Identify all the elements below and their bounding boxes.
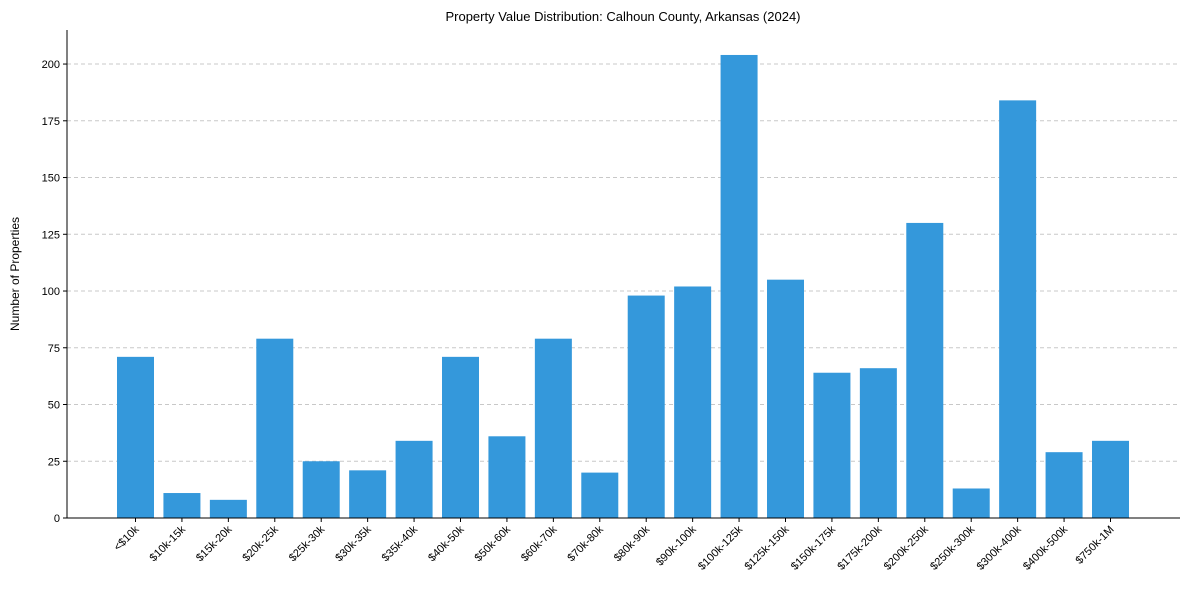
chart-title: Property Value Distribution: Calhoun Cou… — [445, 9, 800, 24]
bar-12 — [674, 286, 712, 518]
axes — [66, 30, 1180, 519]
y-tick-label: 100 — [42, 286, 60, 298]
gridlines — [67, 63, 1180, 462]
bar-17 — [906, 222, 944, 518]
bar-10 — [581, 472, 619, 518]
y-tick-label: 50 — [48, 400, 60, 412]
bar-6 — [395, 440, 433, 518]
bar-11 — [627, 295, 665, 518]
x-tick-label: $175k-200k — [835, 523, 884, 572]
y-ticks: 0 25 50 75 100 125 150 175 200 — [42, 59, 67, 525]
x-tick-label: $10k-15k — [148, 523, 189, 564]
y-tick-label: 175 — [42, 116, 60, 128]
bar-18 — [952, 488, 990, 518]
x-tick-label: $400k-500k — [1021, 523, 1070, 572]
bar-14 — [767, 279, 804, 518]
y-tick-label: 75 — [48, 343, 60, 355]
bars — [117, 54, 1129, 519]
bar-3 — [256, 338, 294, 518]
bar-7 — [442, 356, 479, 518]
bar-21 — [1092, 440, 1129, 518]
x-tick-label: $125k-150k — [742, 523, 791, 572]
bar-19 — [999, 100, 1037, 518]
bar-4 — [302, 461, 340, 518]
x-tick-label: <$10k — [112, 523, 142, 553]
x-tick-label: $60k-70k — [519, 523, 560, 564]
y-tick-label: 0 — [54, 513, 60, 525]
x-tick-label: $300k-400k — [975, 523, 1024, 572]
x-tick-label: $100k-125k — [696, 523, 745, 572]
bar-13 — [720, 54, 758, 519]
x-tick-label: $200k-250k — [882, 523, 931, 572]
y-tick-label: 125 — [42, 229, 60, 241]
x-tick-label: $20k-25k — [240, 523, 281, 564]
bar-20 — [1045, 452, 1083, 518]
x-tick-label: $250k-300k — [928, 523, 977, 572]
x-tick-label: $70k-80k — [565, 523, 606, 564]
x-tick-label: $50k-60k — [473, 523, 514, 564]
bar-5 — [349, 470, 387, 518]
x-tick-label: $25k-30k — [287, 523, 328, 564]
x-tick-label: $30k-35k — [333, 523, 374, 564]
y-axis-label: Number of Properties — [8, 217, 22, 331]
bar-0 — [117, 356, 154, 518]
x-tick-label: $750k-1M — [1074, 524, 1117, 567]
x-tick-label: $150k-175k — [789, 523, 838, 572]
y-tick-label: 200 — [42, 59, 60, 71]
x-tick-label: $35k-40k — [380, 523, 421, 564]
x-ticks: <$10k $10k-15k $15k-20k $20k-25k $25k-30k $30… — [112, 518, 1117, 573]
bar-15 — [813, 372, 851, 518]
x-tick-label: $90k-100k — [654, 523, 699, 568]
bar-16 — [859, 368, 897, 518]
y-tick-label: 25 — [48, 456, 60, 468]
x-tick-label: $80k-90k — [612, 523, 653, 564]
bar-9 — [534, 338, 572, 518]
x-tick-label: $15k-20k — [194, 523, 235, 564]
x-tick-label: $40k-50k — [426, 523, 467, 564]
bar-8 — [488, 436, 526, 518]
y-tick-label: 150 — [42, 173, 60, 185]
bar-2 — [209, 499, 247, 518]
bar-1 — [163, 493, 201, 518]
